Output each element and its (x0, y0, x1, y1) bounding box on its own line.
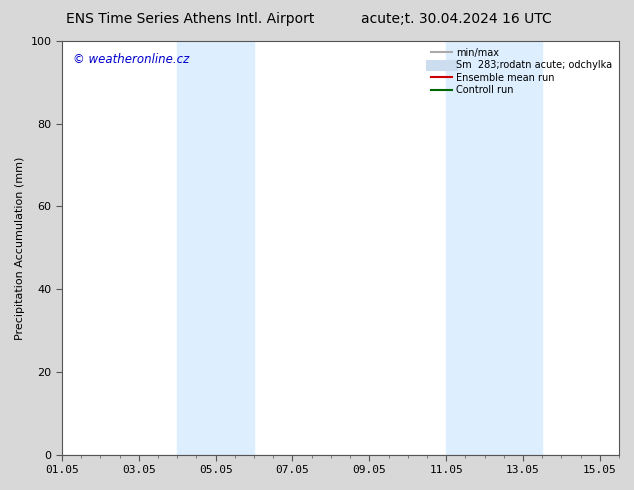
Bar (178, 41, 254, 455)
Legend: min/max, Sm  283;rodatn acute; odchylka, Ensemble mean run, Controll run: min/max, Sm 283;rodatn acute; odchylka, … (429, 46, 614, 97)
Text: © weatheronline.cz: © weatheronline.cz (73, 53, 190, 67)
Text: acute;t. 30.04.2024 16 UTC: acute;t. 30.04.2024 16 UTC (361, 12, 552, 26)
Bar (446, 41, 542, 455)
Text: ENS Time Series Athens Intl. Airport: ENS Time Series Athens Intl. Airport (66, 12, 314, 26)
Y-axis label: Precipitation Accumulation (mm): Precipitation Accumulation (mm) (15, 156, 25, 340)
